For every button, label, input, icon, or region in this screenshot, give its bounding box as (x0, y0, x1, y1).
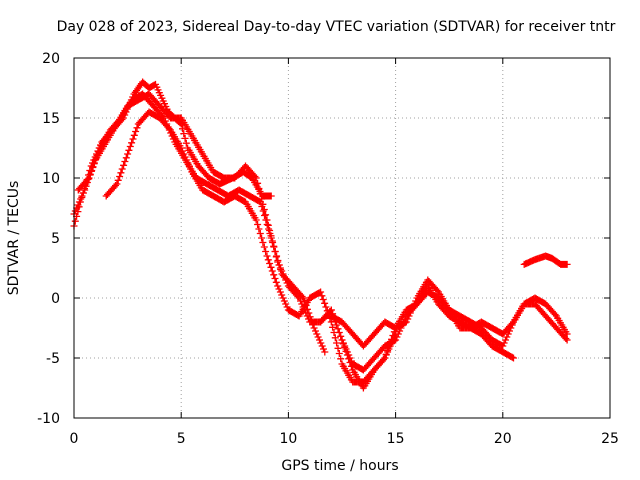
x-tick-label: 10 (279, 431, 297, 447)
y-tick-labels: -10 -5 0 5 10 15 20 (37, 51, 60, 427)
series-track-7 (338, 282, 517, 374)
y-tick-label: -5 (46, 351, 60, 367)
y-tick-label: 10 (42, 171, 60, 187)
y-tick-label: 5 (51, 231, 60, 247)
x-tick-label: 20 (494, 431, 512, 447)
x-tick-label: 5 (177, 431, 186, 447)
x-tick-label: 15 (387, 431, 405, 447)
series-track-8 (520, 252, 571, 268)
y-axis-label: SDTVAR / TECUs (6, 181, 22, 296)
x-tick-label: 25 (601, 431, 619, 447)
chart-title: Day 028 of 2023, Sidereal Day-to-day VTE… (57, 19, 616, 35)
plot-frame (73, 57, 611, 419)
data-point-markers (102, 108, 400, 386)
y-tick-label: 20 (42, 51, 60, 67)
data-series (70, 78, 571, 392)
data-point-markers (338, 282, 517, 374)
x-tick-label: 0 (70, 431, 79, 447)
series-track-4 (102, 108, 400, 386)
data-point-markers (520, 252, 571, 268)
x-axis-label: GPS time / hours (281, 458, 398, 474)
x-tick-labels: 0 5 10 15 20 25 (70, 431, 619, 447)
grid (74, 58, 610, 418)
y-tick-label: -10 (37, 411, 60, 427)
y-tick-label: 15 (42, 111, 60, 127)
y-tick-label: 0 (51, 291, 60, 307)
